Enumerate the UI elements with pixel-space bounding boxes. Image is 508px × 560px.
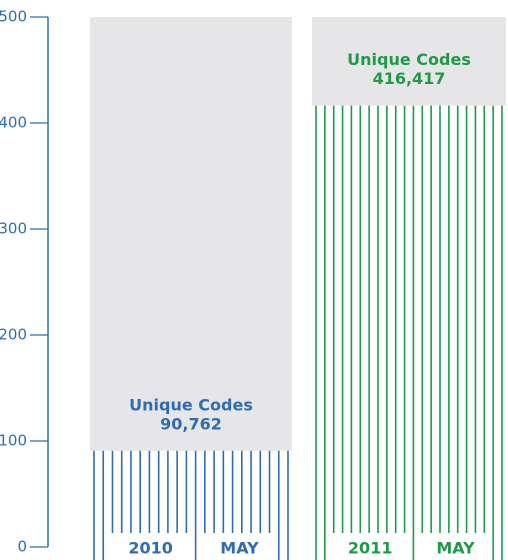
x-tick-label: 2011 bbox=[348, 539, 393, 558]
panel-lower bbox=[312, 105, 506, 560]
x-tick-label: 2010 bbox=[128, 539, 173, 558]
value-caption: Unique Codes bbox=[347, 50, 471, 69]
x-tick-sublabel: MAY bbox=[436, 539, 475, 558]
y-tick-label: 500 bbox=[0, 8, 27, 26]
x-tick-sublabel: MAY bbox=[220, 539, 259, 558]
label-box bbox=[108, 533, 194, 560]
y-tick-label: 400 bbox=[0, 114, 27, 132]
label-box bbox=[329, 533, 411, 560]
y-tick-label: 300 bbox=[0, 220, 27, 238]
y-tick-label: 100 bbox=[0, 432, 27, 450]
label-box bbox=[420, 533, 491, 560]
value-label: 90,762 bbox=[160, 414, 222, 433]
label-box bbox=[203, 533, 276, 560]
y-tick-label: 0 bbox=[17, 538, 27, 556]
value-caption: Unique Codes bbox=[129, 395, 253, 414]
value-label: 416,417 bbox=[373, 69, 446, 88]
y-tick-label: 200 bbox=[0, 326, 27, 344]
bar bbox=[315, 105, 503, 560]
